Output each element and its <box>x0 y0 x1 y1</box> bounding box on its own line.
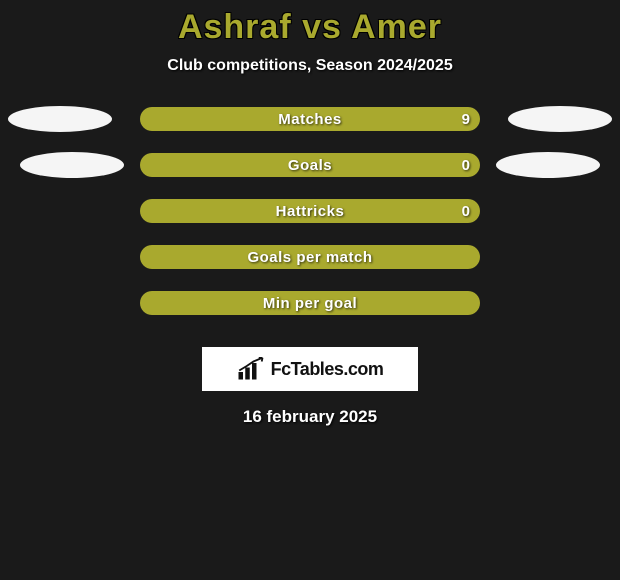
player-right-oval <box>508 106 612 132</box>
stat-bar-wrap: Hattricks 0 <box>140 199 480 223</box>
logo-text: FcTables.com <box>271 359 384 380</box>
player-right-oval <box>496 152 600 178</box>
stat-value-right: 9 <box>462 111 470 128</box>
stat-label: Hattricks <box>276 203 345 220</box>
stat-row: Hattricks 0 <box>0 199 620 245</box>
stat-value-right: 0 <box>462 203 470 220</box>
stat-bar: Goals per match <box>140 245 480 269</box>
stat-bar: Matches 9 <box>140 107 480 131</box>
stat-value-right: 0 <box>462 157 470 174</box>
page-title: Ashraf vs Amer <box>0 8 620 47</box>
stat-row: Matches 9 <box>0 107 620 153</box>
stat-bar-wrap: Matches 9 <box>140 107 480 131</box>
stat-bar: Hattricks 0 <box>140 199 480 223</box>
subtitle: Club competitions, Season 2024/2025 <box>0 57 620 75</box>
stat-label: Matches <box>278 111 342 128</box>
source-logo: FcTables.com <box>202 347 418 391</box>
stat-bar: Goals 0 <box>140 153 480 177</box>
comparison-card: Ashraf vs Amer Club competitions, Season… <box>0 0 620 427</box>
stat-bar-wrap: Min per goal <box>140 291 480 315</box>
stats-icon <box>237 357 267 381</box>
stat-label: Goals <box>288 157 332 174</box>
stat-row: Min per goal <box>0 291 620 337</box>
stat-label: Goals per match <box>247 249 372 266</box>
player-left-oval <box>20 152 124 178</box>
player-left-oval <box>8 106 112 132</box>
stat-label: Min per goal <box>263 295 357 312</box>
date-label: 16 february 2025 <box>0 407 620 427</box>
stats-list: Matches 9 Goals 0 Hattricks 0 Goals per match M… <box>0 107 620 337</box>
stat-bar-wrap: Goals 0 <box>140 153 480 177</box>
stat-bar-wrap: Goals per match <box>140 245 480 269</box>
stat-row: Goals per match <box>0 245 620 291</box>
stat-bar: Min per goal <box>140 291 480 315</box>
stat-row: Goals 0 <box>0 153 620 199</box>
